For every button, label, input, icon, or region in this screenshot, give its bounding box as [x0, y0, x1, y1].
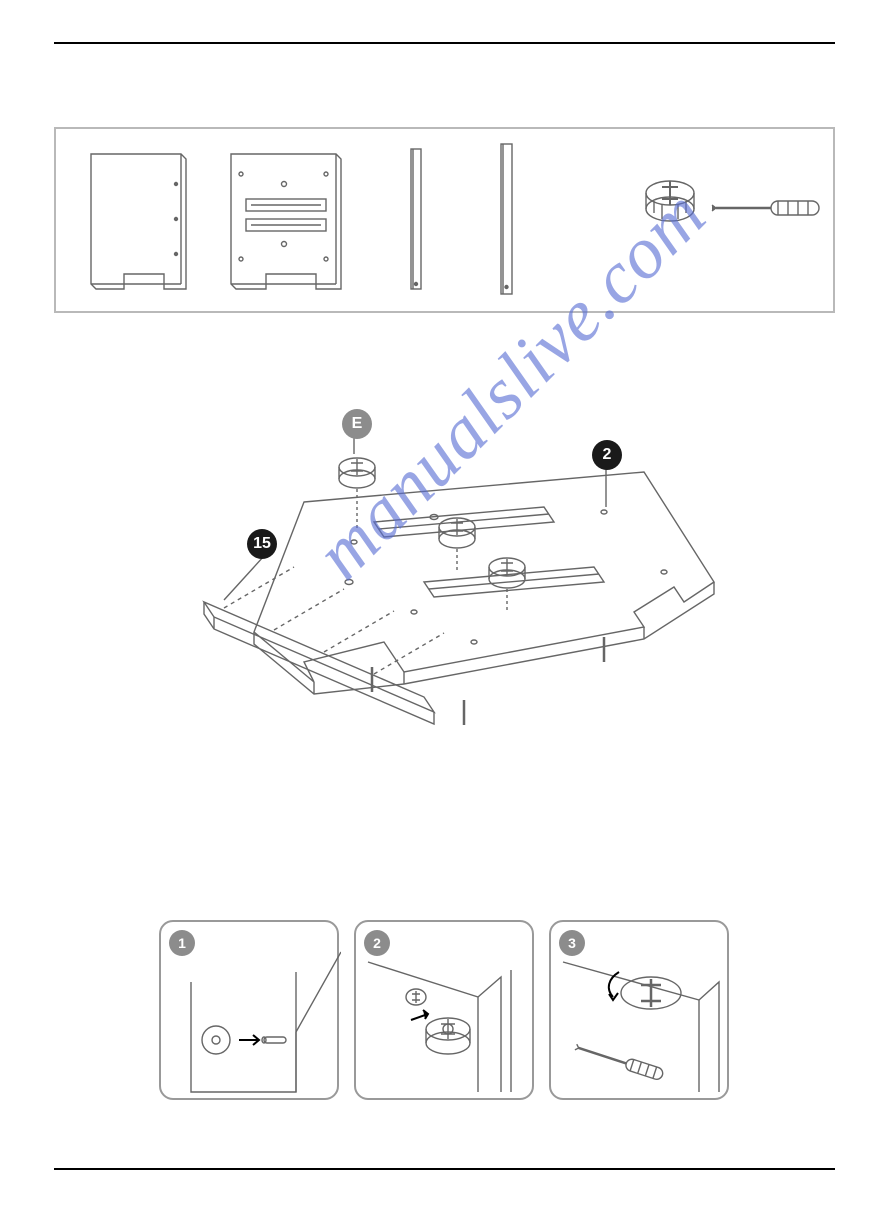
callout-15-label: 15 — [253, 535, 271, 553]
step-3-box: 3 — [549, 920, 729, 1100]
rail-front — [204, 567, 444, 724]
step-3-num: 3 — [559, 930, 585, 956]
part-rail-long — [501, 144, 512, 294]
rail-on-panel-1 — [374, 507, 554, 537]
part-screwdriver — [712, 201, 819, 215]
callout-e: E — [342, 409, 372, 439]
step-2-num: 2 — [364, 930, 390, 956]
parts-box-svg — [56, 129, 837, 315]
callout-15: 15 — [247, 529, 277, 559]
cam-insert-1 — [339, 458, 375, 529]
steps-row: 1 2 — [159, 920, 729, 1100]
part-cam-lock — [646, 181, 694, 221]
main-diagram-svg — [154, 382, 734, 822]
panel-main — [254, 472, 714, 694]
step-1-num: 1 — [169, 930, 195, 956]
part-rail-short — [411, 149, 421, 289]
callout-e-label: E — [352, 415, 363, 433]
page-frame: E 2 15 manualslive.com 1 — [54, 42, 835, 1170]
bottom-rule — [54, 1168, 835, 1170]
rail-on-panel-2 — [424, 567, 604, 597]
part-panel-plain — [91, 154, 186, 289]
parts-box — [54, 127, 835, 313]
top-rule — [54, 42, 835, 44]
callout-2: 2 — [592, 440, 622, 470]
step-2-box: 2 — [354, 920, 534, 1100]
cam-insert-2 — [439, 518, 475, 572]
step-1-box: 1 — [159, 920, 339, 1100]
main-assembly-diagram — [154, 382, 734, 822]
callout-2-label: 2 — [603, 446, 612, 464]
part-panel-with-rails — [231, 154, 341, 289]
cam-insert-3 — [489, 558, 525, 612]
